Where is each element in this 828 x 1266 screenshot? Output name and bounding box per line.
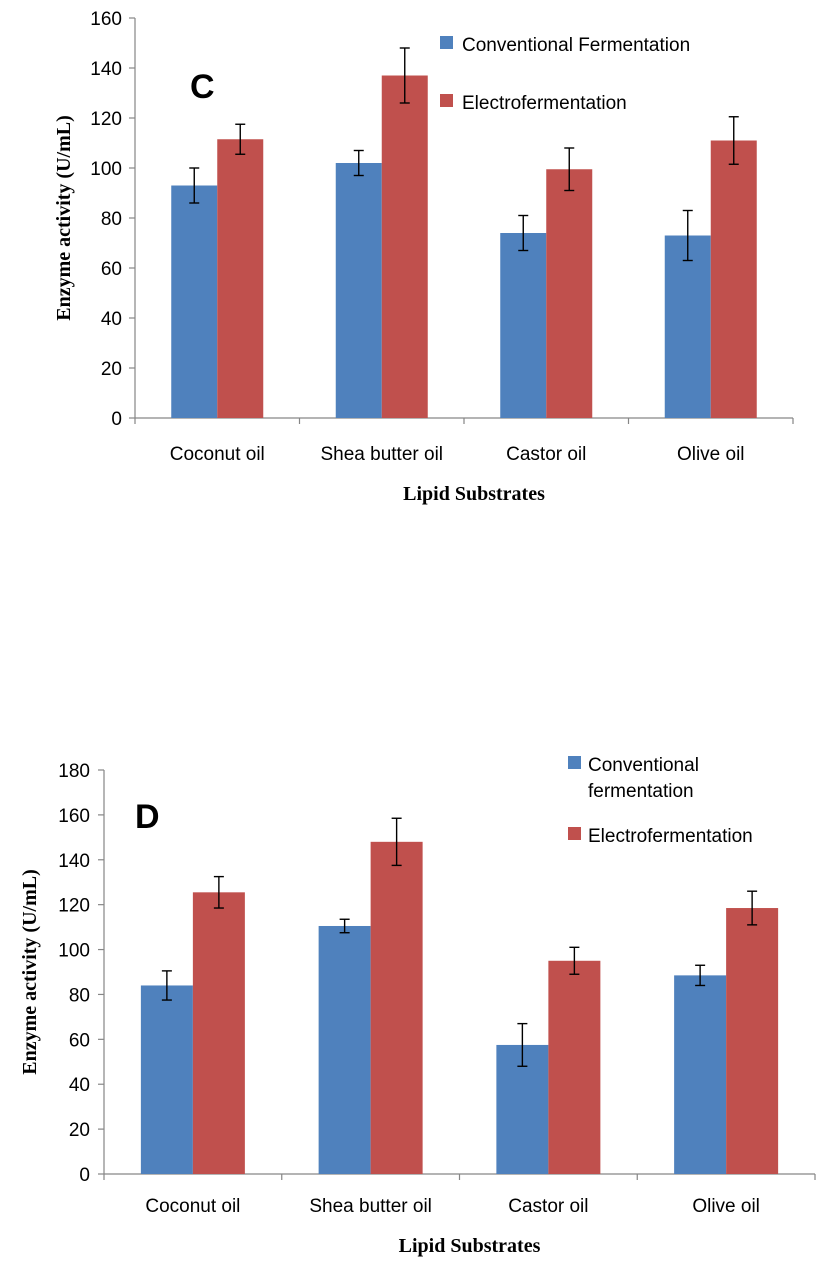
bar-conventional bbox=[318, 925, 371, 1174]
y-tick-label: 0 bbox=[111, 409, 122, 430]
y-tick-label: 20 bbox=[69, 1120, 90, 1141]
x-tick-label: Olive oil bbox=[677, 444, 745, 465]
bar-conventional bbox=[500, 233, 547, 418]
y-tick-label: 100 bbox=[58, 941, 90, 962]
y-tick-label: 140 bbox=[90, 59, 122, 80]
y-tick-label: 160 bbox=[90, 9, 122, 30]
bar-conventional bbox=[664, 235, 711, 418]
legend-label: Conventional bbox=[588, 755, 699, 776]
legend-swatch bbox=[440, 94, 453, 107]
y-tick-label: 140 bbox=[58, 851, 90, 872]
chart-C: 0 20 40 60 80 100 120 140 160 Coconut oil Shea but… bbox=[53, 9, 794, 505]
x-axis-title: Lipid Substrates bbox=[399, 1235, 541, 1257]
y-tick-label: 160 bbox=[58, 806, 90, 827]
legend-label: fermentation bbox=[588, 781, 694, 802]
chart-D: 0 20 40 60 80 100 120 140 160 180 Coconut oil Shea … bbox=[19, 755, 816, 1257]
y-tick-label: 80 bbox=[69, 985, 90, 1006]
y-tick-label: 120 bbox=[58, 896, 90, 917]
bar-conventional bbox=[140, 985, 193, 1174]
y-tick-label: 180 bbox=[58, 761, 90, 782]
x-tick-label: Coconut oil bbox=[145, 1196, 240, 1217]
y-tick-label: 20 bbox=[101, 359, 122, 380]
y-tick-label: 60 bbox=[69, 1030, 90, 1051]
bar-electro bbox=[548, 960, 601, 1174]
bar-conventional bbox=[674, 975, 727, 1174]
bar-electro bbox=[217, 139, 264, 418]
panel-letter: D bbox=[135, 798, 160, 836]
y-tick-label: 40 bbox=[101, 309, 122, 330]
x-tick-label: Olive oil bbox=[692, 1196, 760, 1217]
y-tick-label: 60 bbox=[101, 259, 122, 280]
y-tick-label: 120 bbox=[90, 109, 122, 130]
bar-conventional bbox=[335, 163, 382, 418]
y-axis-title: Enzyme activity (U/mL) bbox=[53, 115, 75, 321]
x-tick-label: Coconut oil bbox=[170, 444, 265, 465]
bar-electro bbox=[546, 169, 593, 418]
y-tick-label: 80 bbox=[101, 209, 122, 230]
legend-swatch bbox=[568, 756, 581, 769]
bar-electro bbox=[381, 75, 428, 418]
bar-electro bbox=[726, 908, 779, 1174]
x-tick-label: Castor oil bbox=[506, 444, 586, 465]
x-tick-label: Shea butter oil bbox=[309, 1196, 432, 1217]
legend-swatch bbox=[440, 36, 453, 49]
bar-electro bbox=[192, 892, 245, 1174]
y-tick-label: 40 bbox=[69, 1075, 90, 1096]
panel-letter: C bbox=[190, 68, 215, 106]
legend-label: Electrofermentation bbox=[462, 93, 627, 114]
x-tick-label: Shea butter oil bbox=[320, 444, 443, 465]
y-axis-title: Enzyme activity (U/mL) bbox=[19, 869, 41, 1075]
bar-conventional bbox=[171, 185, 218, 418]
legend-label: Electrofermentation bbox=[588, 826, 753, 847]
legend-swatch bbox=[568, 827, 581, 840]
x-tick-label: Castor oil bbox=[508, 1196, 588, 1217]
legend-label: Conventional Fermentation bbox=[462, 35, 690, 56]
bar-electro bbox=[710, 140, 757, 418]
y-tick-label: 100 bbox=[90, 159, 122, 180]
x-axis-title: Lipid Substrates bbox=[403, 483, 545, 505]
y-tick-label: 0 bbox=[79, 1165, 90, 1186]
bar-electro bbox=[370, 841, 423, 1174]
